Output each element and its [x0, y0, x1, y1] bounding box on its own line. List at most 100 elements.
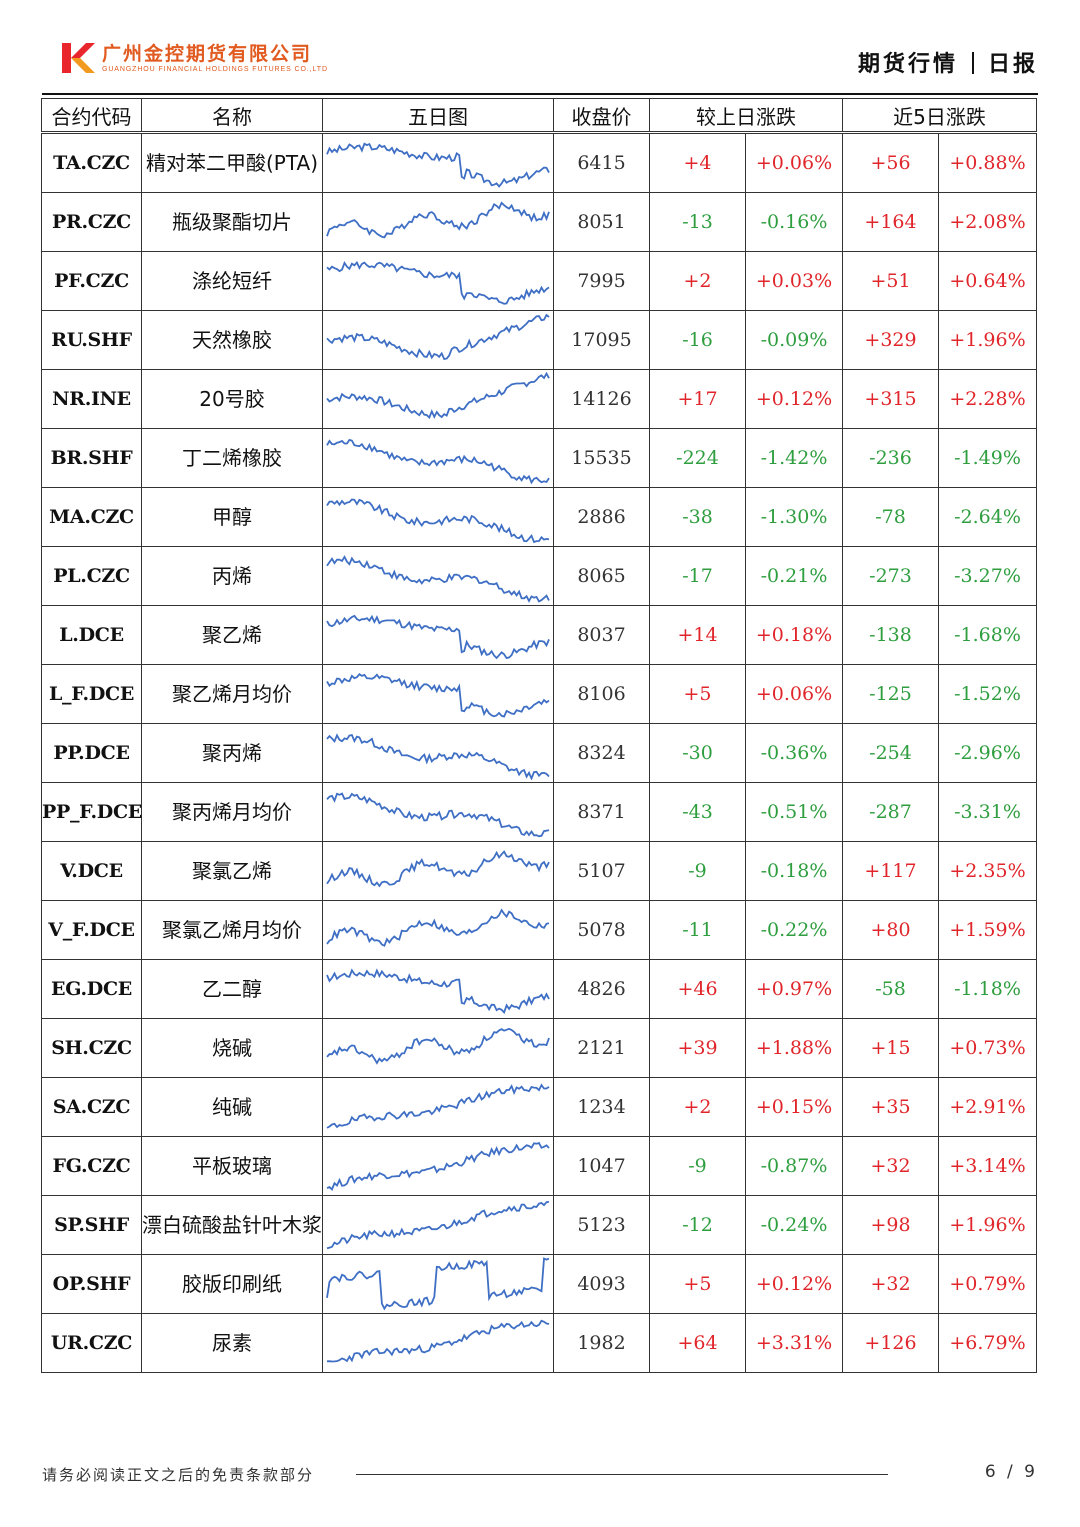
- close-price: 5078: [553, 900, 650, 960]
- five-day-change-pct: -2.64%: [937, 487, 1038, 547]
- table-row: FG.CZC 平板玻璃 1047 -9 -0.87% +32 +3.14%: [41, 1136, 1038, 1196]
- day-change-pct: -0.24%: [745, 1195, 843, 1255]
- sparkline-chart: [326, 792, 550, 838]
- close-price: 5123: [553, 1195, 650, 1255]
- sparkline-chart: [326, 372, 550, 420]
- sparkline-chart: [326, 555, 550, 603]
- day-change-abs: -11: [649, 900, 746, 960]
- day-change-abs: +39: [649, 1018, 746, 1078]
- table-row: PP.DCE 聚丙烯 8324 -30 -0.36% -254 -2.96%: [41, 723, 1038, 783]
- contract-code: NR.INE: [41, 369, 142, 429]
- company-name-cn: 广州金控期货有限公司: [102, 42, 313, 65]
- contract-code: TA.CZC: [41, 132, 142, 193]
- contract-name: 聚丙烯月均价: [141, 782, 323, 842]
- sparkline-chart: [326, 313, 550, 360]
- day-change-pct: -1.30%: [745, 487, 843, 547]
- header-close: 收盘价: [553, 98, 650, 134]
- day-change-abs: +64: [649, 1313, 746, 1373]
- day-change-pct: +0.15%: [745, 1077, 843, 1137]
- contract-code: PL.CZC: [41, 546, 142, 606]
- close-price: 8037: [553, 605, 650, 665]
- header-day-change: 较上日涨跌: [649, 98, 843, 134]
- five-day-change-pct: -3.31%: [937, 782, 1038, 842]
- day-change-pct: +0.03%: [745, 251, 843, 311]
- day-change-abs: -38: [649, 487, 746, 547]
- day-change-pct: +3.31%: [745, 1313, 843, 1373]
- five-day-change-abs: +32: [842, 1136, 939, 1196]
- close-price: 8051: [553, 192, 650, 252]
- five-day-change-abs: +51: [842, 251, 939, 311]
- five-day-change-abs: +329: [842, 310, 939, 370]
- five-day-change-pct: -3.27%: [937, 546, 1038, 606]
- day-change-abs: -17: [649, 546, 746, 606]
- close-price: 4093: [553, 1254, 650, 1314]
- five-day-sparkline: [322, 1195, 554, 1255]
- five-day-change-abs: -125: [842, 664, 939, 724]
- header-five-day-change: 近5日涨跌: [841, 98, 1038, 134]
- table-row: NR.INE 20号胶 14126 +17 +0.12% +315 +2.28%: [41, 369, 1038, 429]
- report-tag: 期货行情 日报: [858, 46, 1038, 78]
- contract-name: 精对苯二甲酸(PTA): [141, 132, 323, 193]
- five-day-sparkline: [322, 900, 554, 960]
- day-change-pct: +0.97%: [745, 959, 843, 1019]
- five-day-change-abs: +32: [842, 1254, 939, 1314]
- contract-code: PR.CZC: [41, 192, 142, 252]
- five-day-change-abs: +117: [842, 841, 939, 901]
- close-price: 1047: [553, 1136, 650, 1196]
- header-rule: [42, 93, 1038, 95]
- five-day-sparkline: [322, 841, 554, 901]
- table-row: RU.SHF 天然橡胶 17095 -16 -0.09% +329 +1.96%: [41, 310, 1038, 370]
- five-day-change-pct: -1.49%: [937, 428, 1038, 488]
- table-row: MA.CZC 甲醇 2886 -38 -1.30% -78 -2.64%: [41, 487, 1038, 547]
- day-change-pct: -0.18%: [745, 841, 843, 901]
- sparkline-chart: [326, 968, 550, 1015]
- day-change-pct: +0.06%: [745, 664, 843, 724]
- close-price: 8371: [553, 782, 650, 842]
- five-day-change-abs: +56: [842, 132, 939, 193]
- contract-code: V_F.DCE: [41, 900, 142, 960]
- header-code: 合约代码: [41, 98, 142, 134]
- contract-name: 20号胶: [141, 369, 323, 429]
- sparkline-path: [326, 555, 550, 603]
- close-price: 2121: [553, 1018, 650, 1078]
- five-day-change-abs: -138: [842, 605, 939, 665]
- five-day-sparkline: [322, 782, 554, 842]
- day-change-abs: +46: [649, 959, 746, 1019]
- sparkline-chart: [326, 1083, 550, 1129]
- sparkline-path: [326, 850, 550, 888]
- disclaimer-text: 请务必阅读正文之后的免责条款部分: [42, 1466, 315, 1484]
- contract-code: L.DCE: [41, 605, 142, 665]
- day-change-abs: -12: [649, 1195, 746, 1255]
- contract-code: L_F.DCE: [41, 664, 142, 724]
- table-row: UR.CZC 尿素 1982 +64 +3.31% +126 +6.79%: [41, 1313, 1038, 1373]
- report-type: 日报: [987, 52, 1038, 77]
- contract-code: PP.DCE: [41, 723, 142, 783]
- five-day-change-abs: +15: [842, 1018, 939, 1078]
- sparkline-chart: [326, 908, 550, 947]
- contract-name: 聚乙烯月均价: [141, 664, 323, 724]
- table-row: PR.CZC 瓶级聚酯切片 8051 -13 -0.16% +164 +2.08%: [41, 192, 1038, 252]
- k-logo-icon: [60, 40, 96, 76]
- sparkline-chart: [326, 850, 550, 888]
- sparkline-chart: [326, 1257, 550, 1311]
- close-price: 17095: [553, 310, 650, 370]
- five-day-sparkline: [322, 723, 554, 783]
- contract-name: 漂白硫酸盐针叶木浆: [141, 1195, 323, 1255]
- sparkline-path: [326, 968, 550, 1015]
- sparkline-chart: [326, 260, 550, 305]
- five-day-sparkline: [322, 1018, 554, 1078]
- sparkline-path: [326, 201, 550, 239]
- sparkline-chart: [326, 672, 550, 718]
- header-name: 名称: [141, 98, 323, 134]
- table-row: PF.CZC 涤纶短纤 7995 +2 +0.03% +51 +0.64%: [41, 251, 1038, 311]
- sparkline-chart: [326, 614, 550, 660]
- contract-name: 纯碱: [141, 1077, 323, 1137]
- contract-code: SA.CZC: [41, 1077, 142, 1137]
- five-day-change-pct: +3.14%: [937, 1136, 1038, 1196]
- close-price: 8324: [553, 723, 650, 783]
- sparkline-path: [326, 1257, 550, 1311]
- five-day-sparkline: [322, 132, 554, 193]
- five-day-change-pct: +1.96%: [937, 310, 1038, 370]
- day-change-pct: -0.51%: [745, 782, 843, 842]
- sparkline-path: [326, 908, 550, 947]
